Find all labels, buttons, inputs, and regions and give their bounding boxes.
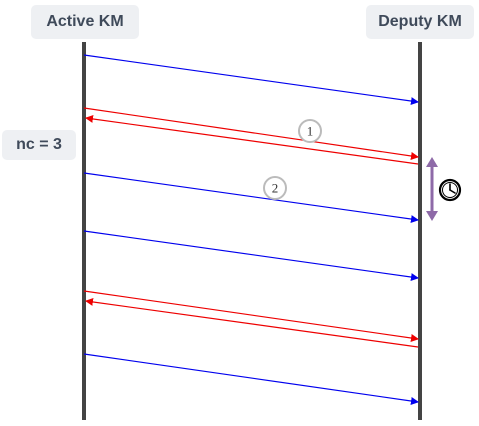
heartbeat-message [83,353,419,405]
exchange-message-forward [83,107,419,160]
clock-icon [438,178,462,202]
callout-2: 2 [263,176,287,200]
heartbeat-message [83,172,419,223]
actor-deputy-km: Deputy KM [366,5,474,39]
exchange-message-forward [83,290,419,342]
actor-active-km: Active KM [31,5,139,39]
exchange-message-reply [85,297,419,348]
nc-counter-label: nc = 3 [2,130,76,160]
callout-2-label: 2 [272,181,279,196]
timeout-interval-arrow [426,157,438,221]
callout-1: 1 [298,119,322,143]
callout-1-label: 1 [307,124,314,139]
heartbeat-message [83,230,419,281]
heartbeat-message [83,54,419,105]
exchange-message-reply [85,114,419,165]
